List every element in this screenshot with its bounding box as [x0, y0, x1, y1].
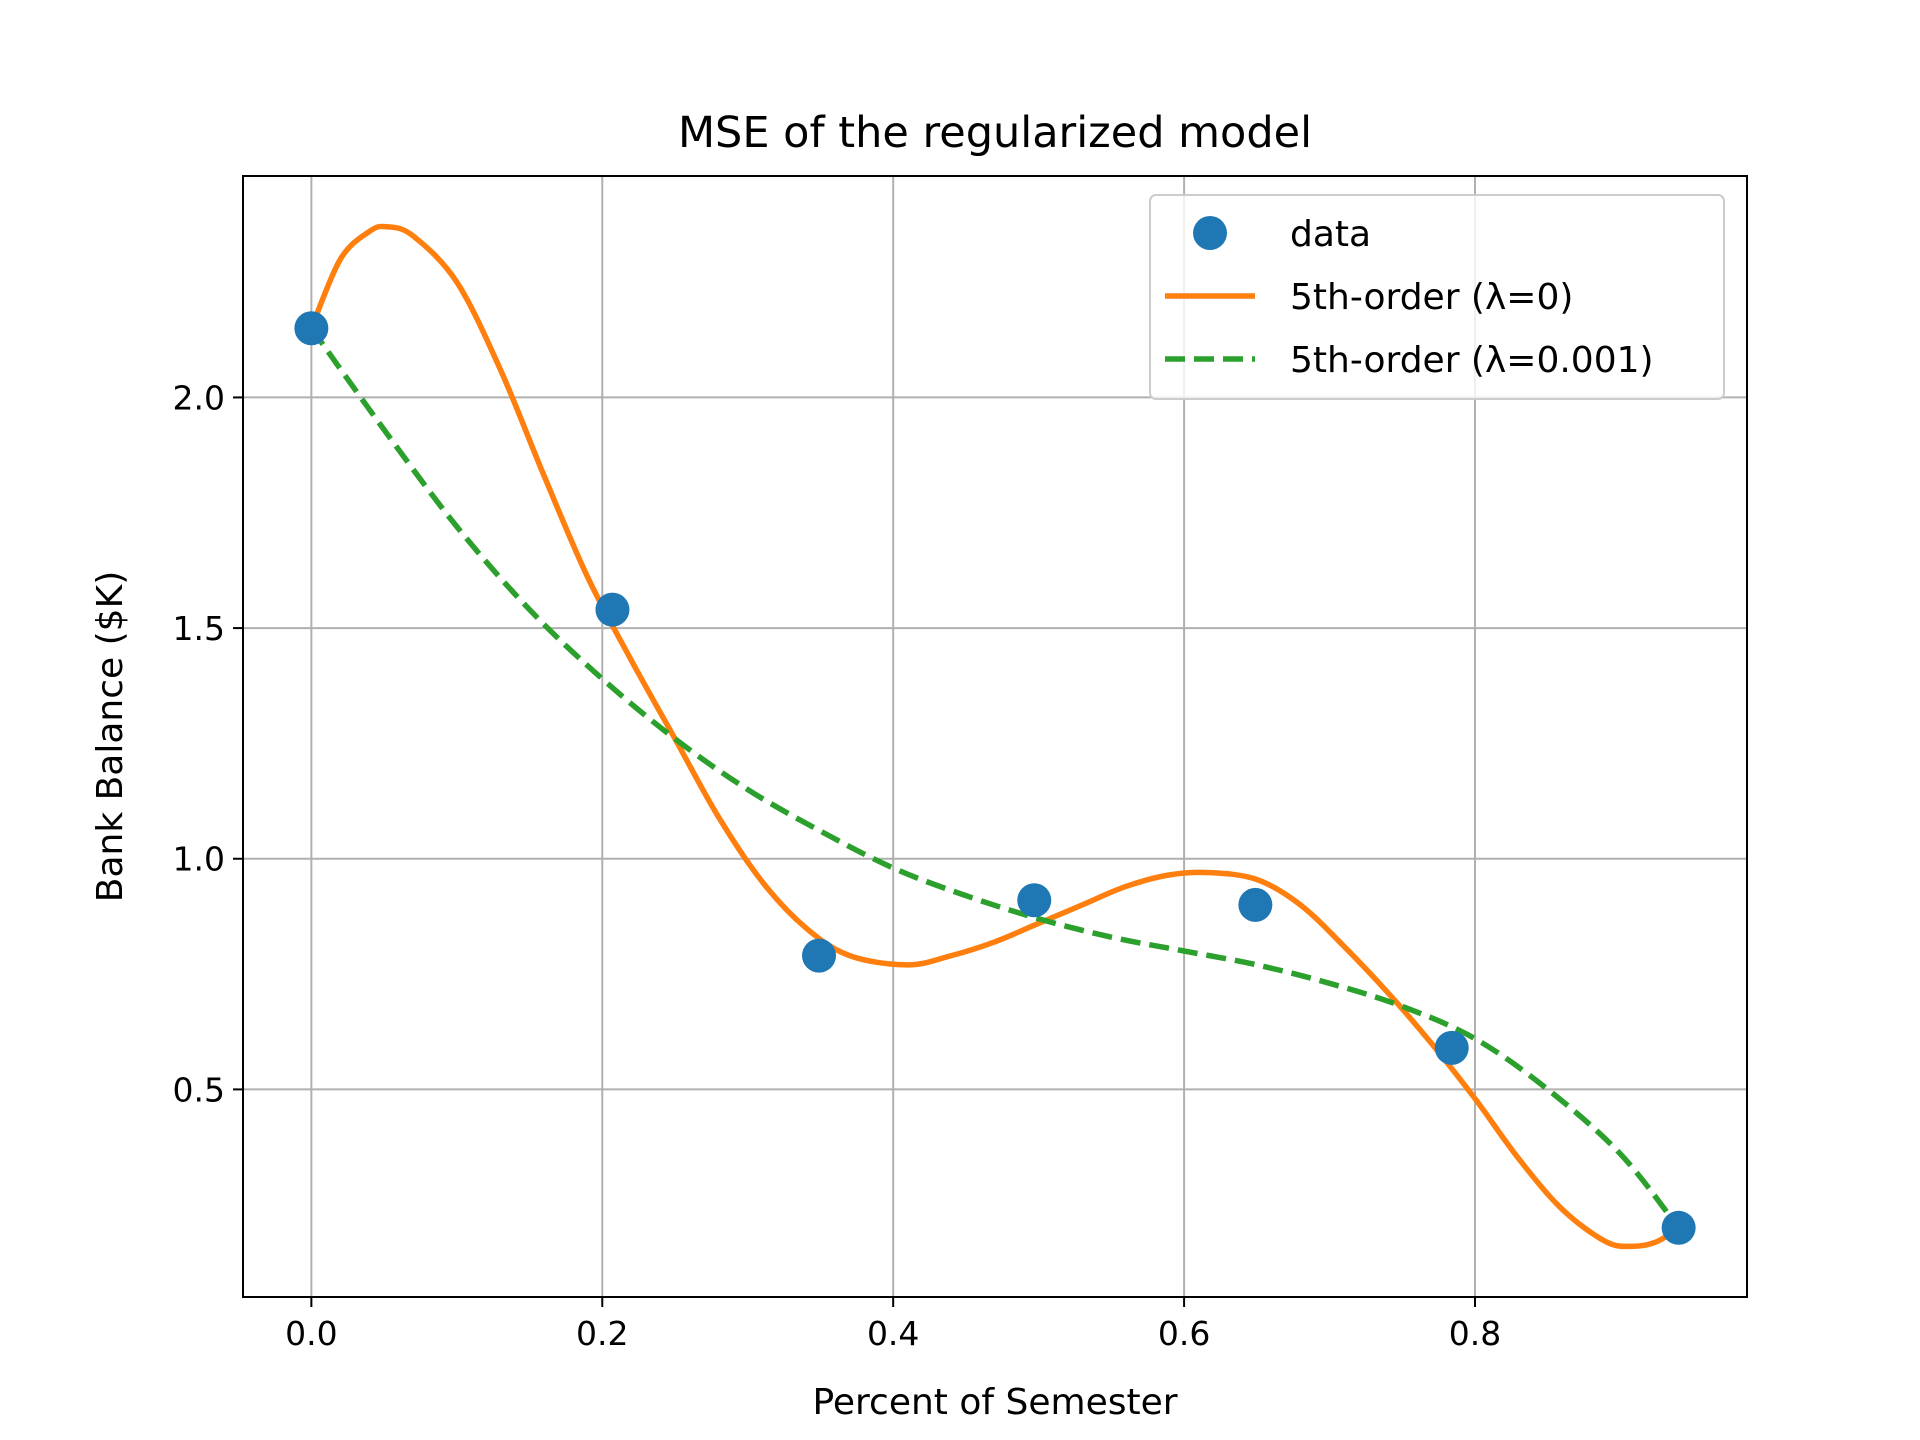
data-point: [595, 592, 630, 627]
plot-frame: [242, 175, 1748, 1298]
plot-series: [294, 223, 1696, 1250]
y-tick-label: 0.5: [173, 1070, 225, 1109]
legend-label: 5th-order (λ=0): [1290, 277, 1573, 318]
x-tick-label: 0.8: [1449, 1314, 1501, 1353]
y-tick-label: 1.0: [173, 840, 225, 879]
x-tick-label: 0.4: [867, 1314, 919, 1353]
axis-ticks: 0.0 0.2 0.4 0.6 0.8 0.5 1.0 1.5 2.0: [173, 378, 1502, 1353]
legend-label: 5th-order (λ=0.001): [1290, 340, 1654, 381]
legend: data 5th-order (λ=0) 5th-order (λ=0.001): [1149, 194, 1725, 400]
legend-label: data: [1290, 214, 1371, 255]
y-tick-label: 1.5: [173, 609, 225, 648]
x-tick-label: 0.6: [1158, 1314, 1210, 1353]
data-point: [1661, 1210, 1696, 1245]
data-point: [294, 311, 329, 346]
series-line-lambda-0.001: [309, 326, 1681, 1230]
y-axis-label: Bank Balance ($K): [90, 571, 131, 903]
series-line-lambda-0: [308, 223, 1681, 1250]
y-tick-label: 2.0: [173, 378, 225, 417]
data-point: [1434, 1030, 1469, 1065]
chart-title: MSE of the regularized model: [678, 108, 1312, 158]
data-point: [1017, 883, 1052, 918]
legend-marker-data: [1193, 216, 1227, 250]
x-tick-label: 0.2: [576, 1314, 628, 1353]
data-point: [1238, 887, 1273, 922]
data-point: [802, 938, 836, 973]
legend-box: [1149, 194, 1725, 400]
x-axis-label: Percent of Semester: [812, 1382, 1177, 1423]
x-tick-label: 0.0: [285, 1314, 337, 1353]
